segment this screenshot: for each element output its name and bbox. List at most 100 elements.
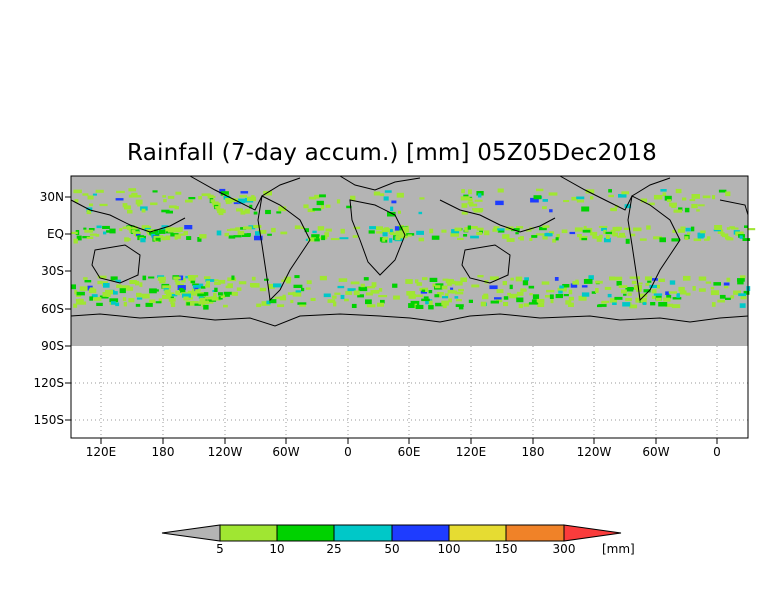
rain-cell (507, 292, 511, 296)
rain-cell (100, 281, 108, 284)
rain-cell (278, 206, 287, 212)
rain-cell (321, 235, 326, 241)
colorbar-label: 50 (384, 542, 399, 556)
rain-cell (71, 284, 76, 290)
rain-cell (281, 279, 285, 282)
rain-cell (609, 276, 615, 281)
rain-cell (656, 297, 662, 302)
rain-cell (591, 291, 596, 294)
rain-cell (408, 294, 416, 299)
lat-label: 60S (41, 302, 64, 316)
rain-cell (75, 298, 84, 302)
rain-cell (544, 233, 553, 237)
rain-cell (542, 206, 547, 210)
rain-cell (635, 297, 640, 303)
rain-cell (121, 285, 130, 290)
rain-cell (476, 227, 484, 231)
rain-cell (646, 225, 651, 230)
rain-cell (381, 228, 390, 232)
rain-cell (482, 295, 489, 300)
rain-cell (299, 304, 306, 307)
rain-cell (447, 289, 455, 294)
rain-cell (607, 293, 612, 298)
rain-cell (89, 203, 94, 207)
rain-cell (347, 288, 356, 292)
rain-cell (532, 294, 540, 300)
rain-cell (454, 281, 463, 286)
rain-cell (160, 227, 168, 230)
rain-cell (377, 302, 384, 307)
rain-cell (610, 229, 616, 235)
rain-cell (549, 209, 553, 213)
rain-cell (375, 226, 383, 231)
lon-label: 120E (86, 445, 117, 459)
rain-cell (218, 292, 223, 296)
rain-cell (303, 204, 309, 209)
rain-cell (204, 296, 214, 300)
rain-cell (255, 231, 260, 236)
rain-cell (350, 281, 360, 285)
rain-cell (363, 277, 369, 281)
rain-cell (476, 231, 483, 235)
rain-cell (631, 280, 637, 285)
rain-cell (73, 303, 78, 308)
rain-cell (653, 293, 663, 296)
rain-cell (663, 297, 671, 302)
rain-cell (174, 279, 179, 282)
rain-cell (468, 197, 473, 202)
rain-cell (382, 232, 388, 237)
rain-cell (429, 228, 434, 234)
rain-cell (152, 229, 159, 233)
rain-cell (693, 238, 702, 242)
rain-cell (198, 196, 202, 200)
lon-label: 180 (522, 445, 545, 459)
rain-cell (525, 228, 532, 232)
rain-cell (450, 287, 454, 291)
rain-cell (175, 290, 181, 296)
rain-cell (287, 292, 295, 295)
rain-cell (700, 230, 706, 234)
rain-cell (312, 230, 317, 234)
rain-cell (282, 294, 286, 300)
rain-cell (389, 229, 393, 233)
rain-cell (625, 287, 634, 292)
rain-cell (616, 226, 622, 230)
rain-cell (135, 280, 140, 286)
rain-cell (569, 231, 576, 235)
rain-cell (496, 298, 503, 303)
rain-cell (743, 290, 750, 295)
rain-cell (516, 226, 524, 229)
rain-cell (425, 299, 433, 305)
rain-cell (174, 234, 181, 239)
rain-cell (205, 279, 215, 282)
rain-cell (122, 297, 127, 301)
rain-cell (314, 194, 320, 199)
rain-cell (421, 289, 426, 292)
rain-cell (583, 225, 587, 230)
rain-cell (653, 194, 663, 200)
rain-cell (185, 199, 193, 203)
rain-cell (220, 294, 226, 298)
rain-cell (415, 294, 423, 298)
rain-cell (247, 196, 256, 202)
rain-cell (402, 236, 408, 239)
rain-cell (622, 302, 631, 307)
rain-cell (330, 238, 340, 241)
rain-cell (536, 298, 545, 303)
rain-cell (563, 200, 570, 203)
rain-cell (724, 285, 729, 289)
rain-cell (256, 303, 262, 308)
rain-cell (150, 202, 158, 206)
rain-cell (503, 296, 509, 300)
rain-cell (461, 189, 465, 194)
rain-cell (308, 196, 317, 200)
rain-cell (687, 232, 691, 235)
rain-cell (448, 280, 456, 285)
rain-cell (396, 192, 404, 198)
rain-cell (184, 297, 191, 301)
rain-cell (480, 301, 487, 307)
rain-cell (263, 190, 272, 196)
rain-cell (528, 285, 535, 289)
rain-cell (689, 199, 696, 202)
rain-cell (659, 237, 666, 243)
